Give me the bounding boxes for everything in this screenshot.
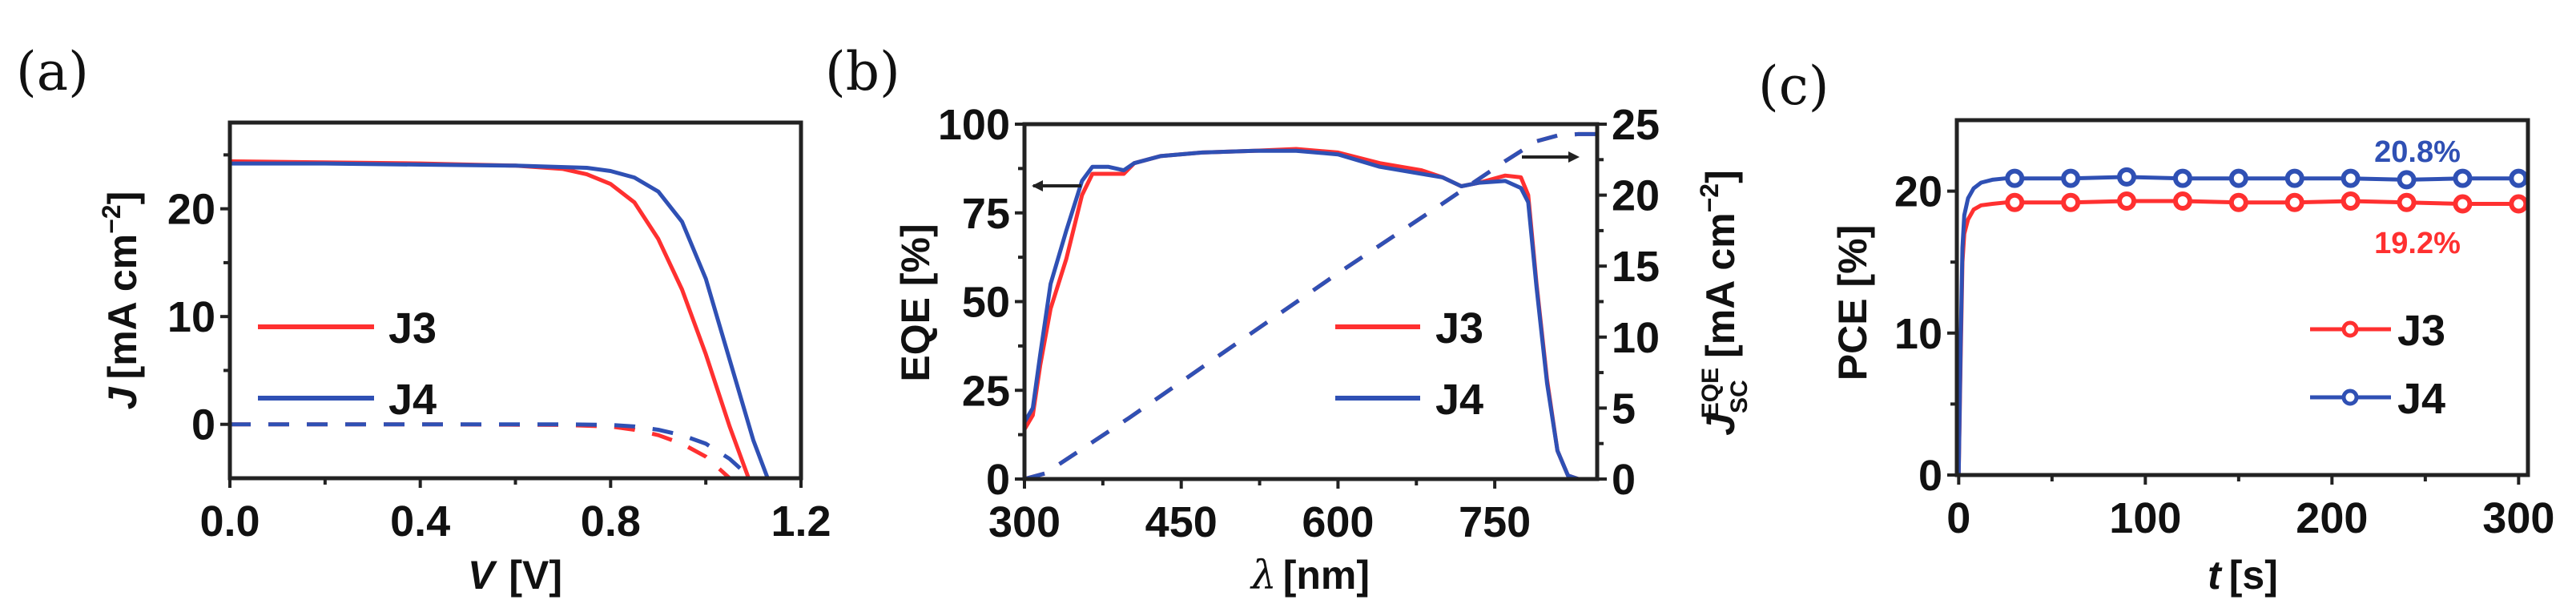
axes-c: 0 100 200 300 0 10 20 [1894,168,2554,542]
x-axis-title: V [V] [468,553,562,598]
legend-label-j4: J4 [388,376,437,424]
legend-c: J3 J4 [2310,307,2445,423]
x-tick-label: 0.8 [581,497,641,546]
y-right-tick-label: 10 [1612,314,1660,362]
legend-marker-j4 [2341,389,2359,406]
data-marker [2228,168,2248,188]
eqe-curves [1024,131,1597,479]
series-j3 [1024,147,1597,479]
x-tick-label: 0.0 [199,497,260,546]
data-marker [2397,170,2417,190]
data-marker [2172,191,2192,211]
y-right-tick-label: 20 [1612,172,1660,220]
y-tick-label: 50 [962,279,1010,327]
y-tick-label: 10 [167,293,215,341]
pce-stability-plot: 0 100 200 300 0 10 20 t [s] PCE [%] 20.8% 19.2%… [1830,118,2554,598]
y-right-tick-label: 25 [1612,101,1660,149]
legend-label-j3: J3 [1435,304,1483,352]
y-right-tick-label: 0 [1612,456,1636,504]
y-axis-title: PCE [%] [1830,225,1875,380]
y-tick-label: 20 [167,186,215,234]
x-tick-label: 0 [1946,494,1970,542]
data-marker [2453,194,2473,214]
y-axis-right-title: JSCEQE[mA cm−2] [1695,170,1753,436]
plot-frame [1954,118,2530,477]
data-marker [2061,192,2081,212]
jv-curves [230,159,770,478]
data-marker [2341,191,2361,211]
x-tick-label: 450 [1145,498,1218,546]
panel-label-b: (b) [825,41,900,103]
x-axis-title: λ [nm] [1250,552,1370,598]
data-marker [2397,192,2417,212]
x-axis-title: t [s] [2208,553,2278,598]
legend-marker-j3 [2341,320,2359,338]
data-marker [2172,168,2192,188]
pce-curves [1957,167,2528,475]
panel-label-c: (c) [1758,55,1829,117]
series-j4-dark [230,422,746,473]
legend-label-j3: J3 [388,304,437,352]
annotation-j3-pce: 19.2% [2374,227,2461,260]
axis-arrow-left-icon [1032,180,1081,191]
y-tick-label: 10 [1894,310,1942,358]
data-marker [2005,192,2025,212]
axis-arrow-right-icon [1522,151,1580,163]
legend-b: J3 J4 [1335,304,1483,424]
x-tick-label: 1.2 [771,497,831,546]
data-marker [2284,192,2304,212]
data-marker [2117,191,2137,211]
data-marker [2005,168,2025,188]
legend-label-j4: J4 [2397,375,2445,423]
x-tick-label: 300 [2482,494,2554,542]
legend-label-j4: J4 [1435,376,1483,424]
y-tick-label: 0 [1918,452,1942,500]
y-tick-label: 20 [1894,168,1942,216]
panel-label-a: (a) [16,41,89,103]
eqe-plot: 300 450 600 750 0 25 50 75 100 0 5 10 15 20 25 λ [nm] E… [893,101,1753,598]
data-marker [2061,168,2081,188]
data-marker [2284,168,2304,188]
data-marker [2453,168,2473,188]
data-marker [2509,168,2528,188]
y-right-tick-label: 5 [1612,385,1636,433]
y-tick-label: 0 [986,456,1010,504]
y-tick-label: 25 [962,367,1010,415]
jv-curve-plot: 0.0 0.4 0.8 1.2 0 10 20 V [V] J[mA cm−2] J3 J4 [97,120,831,598]
x-tick-label: 100 [2109,494,2181,542]
annotation-j4-pce: 20.8% [2374,135,2461,169]
x-tick-label: 200 [2296,494,2368,542]
y-axis-title: J[mA cm−2] [97,191,145,409]
series-j4-jsc [1024,131,1597,479]
legend-a: J3 J4 [258,304,437,424]
axes-b: 300 450 600 750 0 25 50 75 100 0 5 10 15 20 25 [938,101,1660,546]
y-right-tick-label: 15 [1612,243,1660,291]
data-marker [2509,194,2528,214]
y-tick-label: 0 [191,401,215,449]
x-tick-label: 600 [1302,498,1374,546]
x-tick-label: 0.4 [390,497,450,546]
x-tick-label: 300 [988,498,1061,546]
axes-a: 0.0 0.4 0.8 1.2 0 10 20 [167,153,831,546]
y-tick-label: 100 [938,101,1010,149]
series-j4 [1024,148,1597,479]
y-axis-title: EQE [%] [893,223,938,381]
x-tick-label: 750 [1459,498,1531,546]
series-j3-dark [230,422,731,478]
legend-label-j3: J3 [2397,307,2445,355]
series-j4 [230,161,770,478]
y-tick-label: 75 [962,190,1010,238]
data-marker [2117,167,2137,187]
data-marker [2341,168,2361,188]
data-marker [2228,192,2248,212]
